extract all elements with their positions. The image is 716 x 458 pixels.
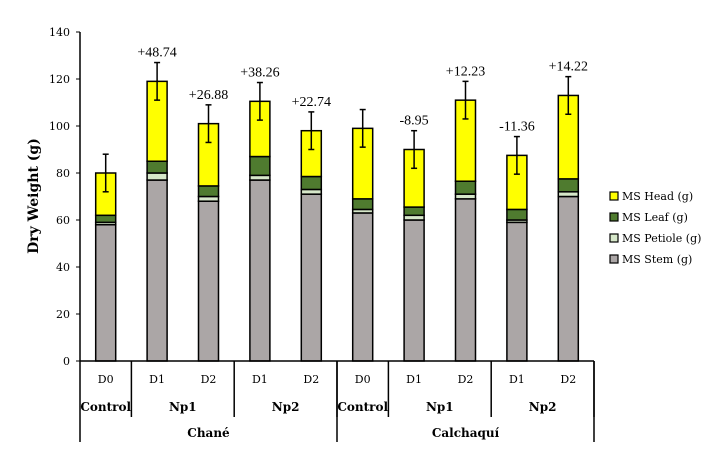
legend-swatch	[609, 191, 619, 201]
treatment-label: Np1	[426, 400, 454, 414]
treatment-label: Control	[337, 400, 388, 414]
y-tick-label: 80	[56, 167, 70, 180]
treatment-label: Np2	[272, 400, 300, 414]
bar-segment-ms-leaf-g	[403, 206, 425, 217]
legend-label: MS Stem (g)	[622, 253, 692, 266]
bar-segment-ms-stem-g	[197, 200, 220, 362]
bar-segment-ms-stem-g	[454, 198, 477, 362]
y-tick-label: 140	[49, 26, 70, 39]
bar-segment-ms-leaf-g	[249, 155, 271, 177]
bar-segment-ms-stem-g	[146, 179, 168, 362]
y-axis: 0 20 40 60 80 100 120 140	[49, 26, 81, 368]
bar-segment-ms-petiole-g	[146, 172, 168, 181]
treatment-label: Np2	[529, 400, 557, 414]
x-tick-label: D2	[458, 373, 474, 386]
bar-segment-ms-leaf-g	[454, 180, 477, 195]
bar-segment-ms-leaf-g	[506, 208, 528, 221]
y-tick-label: 20	[56, 308, 70, 321]
treatment-label: Np1	[169, 400, 197, 414]
treatment-label: Control	[80, 400, 131, 414]
x-tick-label: D2	[201, 373, 217, 386]
x-tick-label: D1	[252, 373, 268, 386]
cultivar-label: Chané	[187, 426, 230, 440]
data-label: +12.23	[446, 64, 485, 79]
y-tick-label: 60	[56, 214, 70, 227]
data-label: +38.26	[240, 66, 279, 81]
data-label: +26.88	[189, 88, 228, 103]
data-label: +48.74	[137, 46, 176, 61]
bar-segment-ms-leaf-g	[197, 185, 220, 198]
data-label: +22.74	[292, 95, 331, 110]
x-tick-label: D1	[149, 373, 165, 386]
y-axis-label: Dry Weight (g)	[26, 138, 42, 254]
bar-segment-ms-leaf-g	[94, 214, 117, 224]
legend-swatch	[609, 212, 619, 222]
y-tick-label: 100	[49, 120, 70, 133]
legend-label: MS Head (g)	[622, 190, 693, 203]
x-tick-label: D0	[98, 373, 114, 386]
legend-label: MS Petiole (g)	[622, 232, 701, 245]
legend-swatch	[609, 254, 619, 264]
bars: +48.74 +26.88 +38.26 +22.74 -8.95 +12.23 -11.3…	[94, 46, 588, 362]
y-tick-label: 40	[56, 261, 70, 274]
x-tick-label: D1	[509, 373, 525, 386]
bar-segment-ms-stem-g	[557, 195, 580, 362]
y-tick-label: 120	[49, 73, 70, 86]
bar-segment-ms-leaf-g	[351, 198, 374, 211]
data-label: -8.95	[400, 114, 429, 129]
data-label: -11.36	[499, 120, 535, 135]
x-axis: D0 D1 D2 D1 D2 D0 D1 D2 D1 D2 Control Np1 Np2 Control…	[79, 360, 595, 442]
bar-segment-ms-stem-g	[300, 193, 323, 362]
legend-swatch	[609, 233, 619, 243]
bar-segment-ms-stem-g	[249, 179, 271, 362]
bar-segment-ms-stem-g	[506, 221, 528, 362]
x-tick-label: D1	[406, 373, 422, 386]
x-tick-label: D2	[560, 373, 576, 386]
cultivar-label: Calchaquí	[432, 426, 500, 440]
y-tick-label: 0	[63, 355, 70, 368]
bar-segment-ms-leaf-g	[300, 175, 323, 191]
bar-segment-ms-leaf-g	[146, 160, 168, 174]
bar-segment-ms-stem-g	[351, 212, 374, 362]
legend: MS Head (g) MS Leaf (g) MS Petiole (g) MS S…	[609, 190, 701, 266]
x-tick-label: D2	[303, 373, 319, 386]
bar-segment-ms-stem-g	[94, 223, 117, 362]
bar-segment-ms-stem-g	[403, 219, 425, 362]
legend-label: MS Leaf (g)	[622, 211, 688, 224]
data-label: +14.22	[549, 60, 588, 75]
x-tick-label: D0	[355, 373, 371, 386]
bar-segment-ms-leaf-g	[557, 178, 580, 193]
